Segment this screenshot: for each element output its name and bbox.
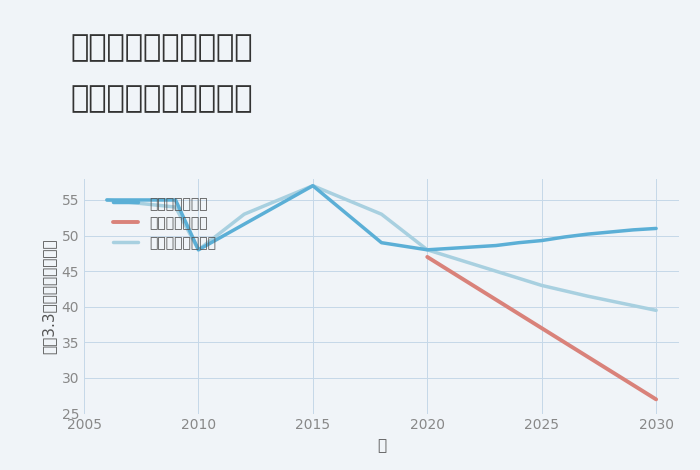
グッドシナリオ <box>377 240 386 245</box>
ノーマルシナリオ <box>538 282 546 288</box>
X-axis label: 年: 年 <box>377 438 386 453</box>
グッドシナリオ <box>194 247 202 253</box>
バッドシナリオ <box>423 254 431 260</box>
ノーマルシナリオ <box>469 261 477 267</box>
ノーマルシナリオ <box>172 204 180 210</box>
グッドシナリオ <box>309 183 317 188</box>
ノーマルシナリオ <box>377 212 386 217</box>
Text: 中古戸建ての価格推移: 中古戸建ての価格推移 <box>70 85 253 114</box>
Line: バッドシナリオ: バッドシナリオ <box>427 257 656 400</box>
Text: 三重県鈴鹿市磯山町の: 三重県鈴鹿市磯山町の <box>70 33 253 62</box>
グッドシナリオ <box>629 227 638 233</box>
Y-axis label: 坪（3.3㎡）単価（万円）: 坪（3.3㎡）単価（万円） <box>41 238 56 354</box>
ノーマルシナリオ <box>103 197 111 203</box>
グッドシナリオ <box>172 197 180 203</box>
グッドシナリオ <box>469 244 477 250</box>
グッドシナリオ <box>538 238 546 243</box>
バッドシナリオ <box>652 397 660 402</box>
グッドシナリオ <box>423 247 431 253</box>
グッドシナリオ <box>148 197 157 203</box>
グッドシナリオ <box>491 243 500 248</box>
Line: ノーマルシナリオ: ノーマルシナリオ <box>107 186 656 310</box>
グッドシナリオ <box>514 240 523 245</box>
グッドシナリオ <box>583 231 592 237</box>
グッドシナリオ <box>103 197 111 203</box>
ノーマルシナリオ <box>583 293 592 299</box>
ノーマルシナリオ <box>240 212 248 217</box>
ノーマルシナリオ <box>652 307 660 313</box>
グッドシナリオ <box>606 229 615 235</box>
グッドシナリオ <box>446 245 454 251</box>
ノーマルシナリオ <box>194 247 202 253</box>
Line: グッドシナリオ: グッドシナリオ <box>107 186 656 250</box>
ノーマルシナリオ <box>309 183 317 188</box>
バッドシナリオ <box>538 325 546 331</box>
Legend: グッドシナリオ, バッドシナリオ, ノーマルシナリオ: グッドシナリオ, バッドシナリオ, ノーマルシナリオ <box>108 193 220 254</box>
グッドシナリオ <box>652 226 660 231</box>
グッドシナリオ <box>561 234 569 240</box>
ノーマルシナリオ <box>423 247 431 253</box>
